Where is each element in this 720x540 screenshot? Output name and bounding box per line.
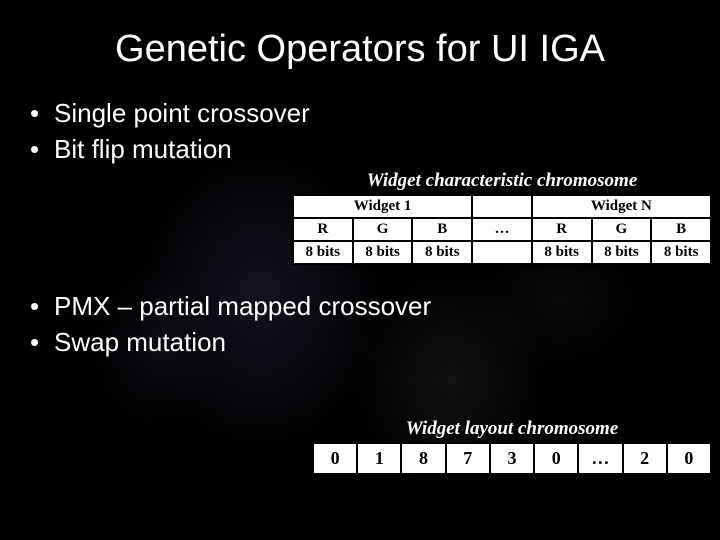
layout-cell-5: 0 (534, 443, 578, 474)
slide-title: Genetic Operators for UI IGA (0, 0, 720, 95)
layout-cell-8: 0 (667, 443, 711, 474)
bullets-bottom: PMX – partial mapped crossover Swap muta… (0, 288, 720, 361)
layout-table: 0 1 8 7 3 0 … 2 0 (312, 442, 712, 475)
layout-cell-6: … (578, 443, 622, 474)
layout-cell-1: 1 (357, 443, 401, 474)
layout-cell-2: 8 (401, 443, 445, 474)
layout-cell-4: 3 (490, 443, 534, 474)
layout-chromosome-figure: Widget layout chromosome 0 1 8 7 3 0 … 2… (312, 418, 712, 475)
layout-caption: Widget layout chromosome (312, 418, 712, 440)
bullet-bit-flip-mutation: Bit flip mutation (30, 131, 720, 167)
layout-cell-3: 7 (446, 443, 490, 474)
bullet-pmx: PMX – partial mapped crossover (30, 288, 720, 324)
bullet-swap-mutation: Swap mutation (30, 324, 720, 360)
table-row: 0 1 8 7 3 0 … 2 0 (313, 443, 711, 474)
bullets-top: Single point crossover Bit flip mutation (0, 95, 720, 168)
layout-cell-0: 0 (313, 443, 357, 474)
bullet-single-point-crossover: Single point crossover (30, 95, 720, 131)
layout-cell-7: 2 (623, 443, 667, 474)
